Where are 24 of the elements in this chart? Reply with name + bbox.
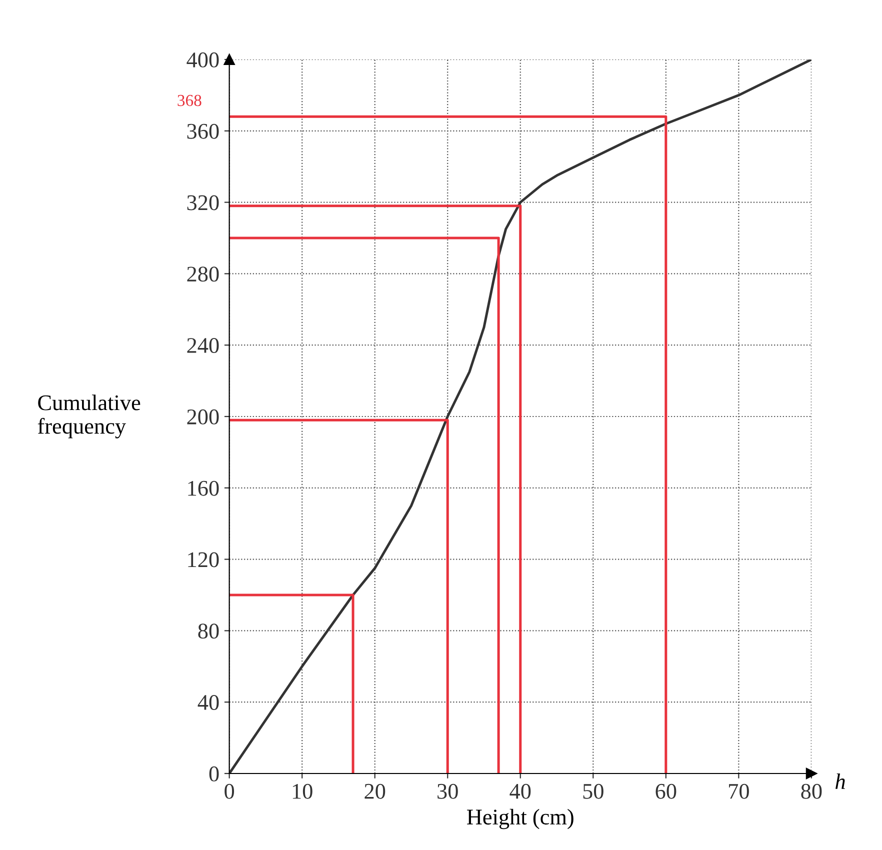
y-tick-label: 320: [187, 195, 219, 210]
y-tick-label: 40: [198, 695, 219, 710]
text: h: [836, 774, 845, 789]
x-tick-label: 60: [656, 784, 676, 799]
y-tick-label: 160: [188, 480, 219, 496]
x-tick-label: 10: [292, 784, 312, 799]
y-axis-title: Cumulative frequency: [38, 394, 140, 438]
y-tick-label: 360: [187, 124, 219, 139]
y-tick-label: 400: [186, 52, 219, 68]
x-tick-label: 30: [438, 784, 458, 799]
x-tick-label: 0: [224, 784, 234, 799]
x-tick-label: 40: [510, 784, 531, 799]
x-tick-label: 70: [729, 784, 749, 799]
y-tick-label: 240: [187, 338, 219, 354]
x-tick-label: 20: [364, 784, 386, 799]
y-tick-label: 80: [198, 624, 219, 639]
y-tick-label: 120: [188, 552, 219, 568]
text: 368: [178, 94, 202, 106]
y-tick-label: 280: [187, 266, 219, 282]
y-tick-label: 200: [187, 409, 219, 424]
x-tick-label: 80: [801, 784, 822, 799]
x-tick-label: 50: [583, 784, 604, 799]
y-tick-label: 0: [209, 766, 219, 782]
x-axis-title: Height (cm): [467, 808, 574, 830]
